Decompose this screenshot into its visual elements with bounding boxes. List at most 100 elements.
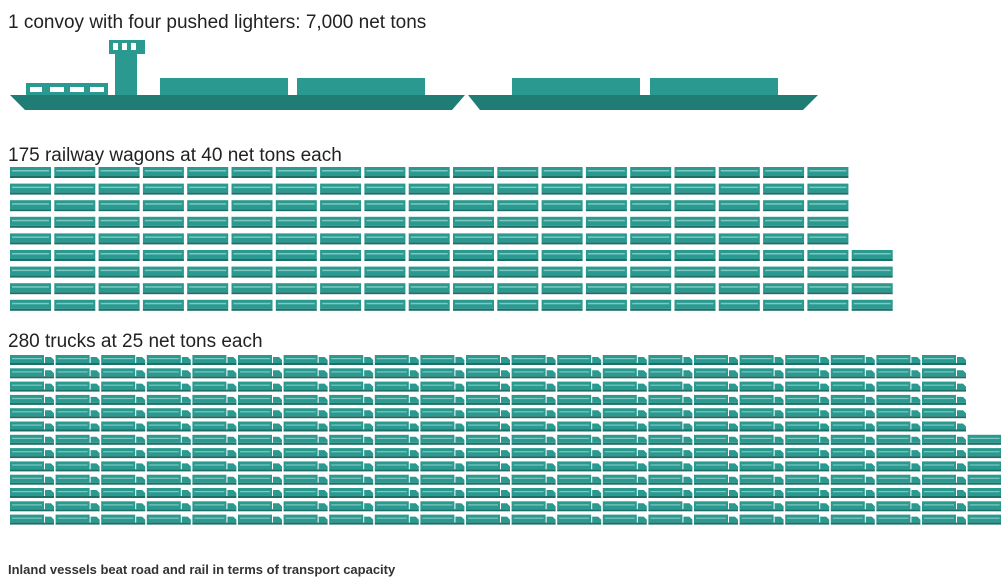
truck [694, 408, 738, 419]
truck [283, 408, 328, 419]
truck [876, 381, 921, 392]
truck [967, 461, 1001, 472]
wagon-base [231, 275, 273, 278]
wagon-stripe [366, 236, 404, 238]
truck-cab [546, 503, 556, 510]
truck-base [146, 389, 191, 392]
wagon [497, 183, 539, 195]
wagon-base [408, 242, 450, 245]
truck [785, 448, 830, 459]
truck [876, 448, 921, 459]
wagon [585, 183, 627, 195]
wagon-stripe [277, 253, 315, 255]
truck-base [146, 482, 191, 485]
truck [967, 514, 1001, 525]
truck [694, 434, 738, 445]
truck-cab [546, 436, 556, 443]
truck [922, 368, 966, 379]
truck [922, 421, 966, 432]
truck-base [785, 429, 830, 432]
truck-base [739, 389, 784, 392]
truck-cab [774, 436, 784, 443]
wagon-stripe [720, 253, 758, 255]
truck-stripe [148, 517, 179, 519]
truck [602, 394, 647, 405]
wagon-base [408, 192, 450, 195]
truck-base [283, 469, 328, 472]
wagon-stripe [853, 269, 891, 272]
wagon-stripe [56, 186, 94, 189]
truck-cab [227, 476, 237, 483]
wagon-base [275, 192, 317, 195]
truck [238, 501, 282, 512]
truck-base [55, 509, 100, 512]
truck-base [329, 429, 374, 432]
truck-base [922, 456, 966, 459]
wagon-base [364, 242, 406, 245]
wagon [763, 299, 805, 311]
wagon [320, 283, 362, 295]
truck [192, 355, 237, 365]
truck-stripe [559, 437, 590, 439]
wagon-base [320, 176, 362, 178]
truck-cab [455, 450, 465, 457]
wagon-stripe [455, 302, 492, 305]
truck [694, 514, 738, 525]
truck-base [374, 496, 419, 498]
truck-stripe [559, 477, 590, 479]
wagon-stripe [499, 302, 537, 305]
wagon-base [718, 292, 760, 295]
truck-cab [501, 396, 510, 403]
truck-base [785, 456, 830, 459]
truck [10, 434, 54, 445]
wagon-stripe [765, 186, 803, 189]
truck-stripe [240, 491, 270, 493]
truck-base [283, 416, 328, 419]
truck-stripe [878, 504, 909, 506]
truck-cab [90, 463, 100, 470]
truck [557, 514, 602, 525]
wagon-base [187, 308, 229, 311]
wagon-base [10, 176, 51, 178]
wagon [142, 183, 184, 195]
truck-stripe [832, 358, 863, 360]
truck-cab [455, 463, 465, 470]
truck [739, 408, 784, 419]
wagon [763, 266, 805, 278]
truck-stripe [240, 424, 270, 426]
truck [694, 368, 738, 379]
truck-stripe [832, 371, 863, 373]
truck-base [101, 389, 146, 392]
truck [922, 474, 966, 485]
wagon-stripe [765, 269, 803, 272]
truck-base [238, 402, 282, 405]
truck [785, 514, 830, 525]
wagon [453, 216, 494, 228]
truck [557, 408, 602, 419]
truck-base [557, 496, 602, 498]
truck-cab [136, 396, 146, 403]
truck-cab [911, 410, 921, 417]
truck [329, 355, 374, 365]
truck-base [466, 509, 510, 512]
truck-base [830, 456, 875, 459]
wagon-stripe [56, 170, 94, 172]
truck-stripe [604, 491, 635, 493]
truck-cab [227, 436, 237, 443]
wagon-base [763, 292, 805, 295]
truck [602, 448, 647, 459]
truck-base [557, 469, 602, 472]
wagon-stripe [410, 186, 448, 189]
wagon [674, 233, 716, 245]
truck [374, 408, 419, 419]
wagon-base [275, 225, 317, 228]
truck-stripe [559, 451, 590, 453]
truck-cab [227, 396, 237, 403]
wagon-base [630, 176, 672, 178]
truck [55, 514, 100, 525]
truck-base [922, 469, 966, 472]
truck [10, 488, 54, 498]
truck-base [511, 402, 556, 405]
truck-cab [729, 383, 738, 390]
wagon-base [10, 209, 51, 212]
